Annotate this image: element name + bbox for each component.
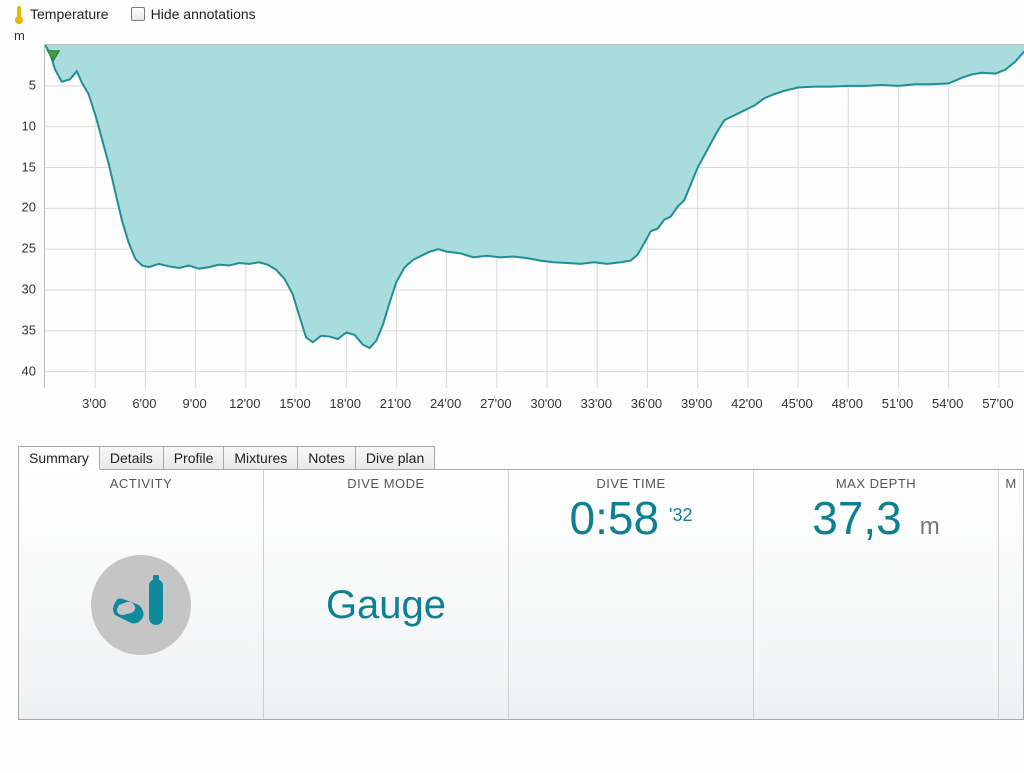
temperature-label: Temperature (30, 6, 109, 22)
y-tick: 35 (22, 322, 36, 337)
tab-dive-plan[interactable]: Dive plan (355, 446, 435, 470)
tab-profile[interactable]: Profile (163, 446, 225, 470)
x-tick: 39'00 (681, 396, 712, 411)
chart-toolbar: Temperature Hide annotations (0, 0, 1024, 28)
depth-chart: m 5 10 15 20 25 30 35 40 3'00 6'00 9'00 12'00 15'00… (0, 28, 1024, 428)
tab-summary[interactable]: Summary (18, 446, 100, 470)
y-tick: 15 (22, 159, 36, 174)
dive-mode-value: Gauge (326, 583, 446, 628)
x-tick: 45'00 (781, 396, 812, 411)
x-tick: 12'00 (229, 396, 260, 411)
tab-bar: SummaryDetailsProfileMixturesNotesDive p… (0, 446, 1024, 470)
tab-details[interactable]: Details (99, 446, 164, 470)
x-tick: 27'00 (480, 396, 511, 411)
y-tick: 10 (22, 118, 36, 133)
x-tick: 42'00 (731, 396, 762, 411)
x-tick: 36'00 (631, 396, 662, 411)
x-tick: 6'00 (132, 396, 156, 411)
activity-icon-circle (91, 555, 191, 655)
tab-mixtures[interactable]: Mixtures (223, 446, 298, 470)
max-depth-unit: m (920, 513, 940, 541)
card-dive-time: DIVE TIME 0:58 '32 (509, 470, 754, 719)
x-tick: 15'00 (279, 396, 310, 411)
x-tick: 9'00 (183, 396, 207, 411)
card-next-partial: M (999, 470, 1023, 719)
y-tick: 5 (29, 77, 36, 92)
max-depth-label: MAX DEPTH (754, 476, 998, 491)
card-max-depth: MAX DEPTH 37,3 m (754, 470, 999, 719)
summary-panel: ACTIVITY DIVE MODE Gauge DIVE TIME 0:58 '… (18, 470, 1024, 720)
temperature-toggle[interactable]: Temperature (14, 6, 109, 22)
x-tick: 24'00 (430, 396, 461, 411)
card-activity: ACTIVITY (19, 470, 264, 719)
y-axis-unit: m (14, 28, 25, 43)
y-tick: 30 (22, 282, 36, 297)
x-tick: 18'00 (330, 396, 361, 411)
x-tick: 57'00 (982, 396, 1013, 411)
hide-annotations-toggle[interactable]: Hide annotations (131, 6, 256, 22)
y-axis-ticks: 5 10 15 20 25 30 35 40 (0, 44, 40, 388)
checkbox-icon (131, 7, 145, 21)
x-tick: 3'00 (82, 396, 106, 411)
x-tick: 33'00 (581, 396, 612, 411)
x-tick: 30'00 (530, 396, 561, 411)
tab-notes[interactable]: Notes (297, 446, 356, 470)
scuba-icon (109, 575, 173, 635)
next-label-partial: M (999, 476, 1023, 491)
max-depth-value: 37,3 (812, 491, 902, 545)
y-tick: 40 (22, 363, 36, 378)
dive-time-label: DIVE TIME (509, 476, 753, 491)
y-tick: 20 (22, 200, 36, 215)
dive-time-main: 0:58 (570, 491, 660, 545)
hide-annotations-label: Hide annotations (151, 6, 256, 22)
activity-label: ACTIVITY (19, 476, 263, 491)
card-dive-mode: DIVE MODE Gauge (264, 470, 509, 719)
x-tick: 21'00 (380, 396, 411, 411)
x-axis-ticks: 3'00 6'00 9'00 12'00 15'00 18'00 21'00 24'00 27'… (44, 396, 1024, 416)
x-tick: 51'00 (882, 396, 913, 411)
dive-mode-label: DIVE MODE (264, 476, 508, 491)
x-tick: 48'00 (832, 396, 863, 411)
x-tick: 54'00 (932, 396, 963, 411)
chart-plot-area[interactable] (44, 44, 1024, 388)
thermometer-icon (14, 6, 24, 22)
y-tick: 25 (22, 241, 36, 256)
dive-time-seconds: '32 (669, 505, 692, 526)
